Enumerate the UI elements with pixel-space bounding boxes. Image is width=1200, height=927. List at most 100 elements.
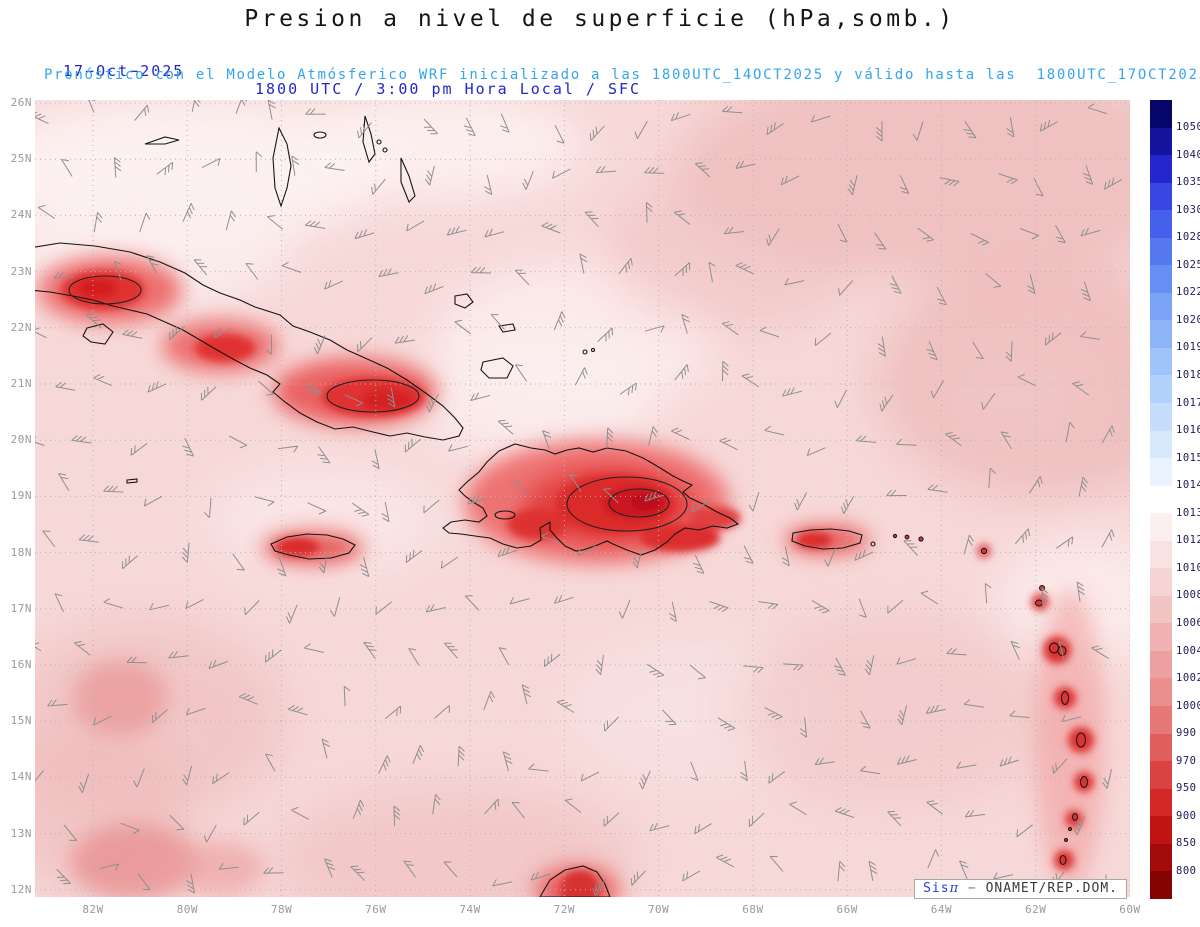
turks-island	[590, 347, 596, 353]
colorbar-segment	[1150, 127, 1172, 156]
exuma-cay	[376, 139, 382, 145]
long-island-coastline	[400, 157, 416, 203]
colorbar-tick-label: 1004	[1176, 644, 1200, 657]
colorbar-tick-label: 1018	[1176, 369, 1200, 382]
chart-title: Presion a nivel de superficie (hPa,somb.…	[244, 6, 956, 32]
lat-tick-label: 21N	[10, 377, 32, 390]
jamaica-coastline	[270, 533, 356, 560]
lat-tick-label: 23N	[10, 264, 32, 278]
colorbar-tick-label: 1017	[1176, 396, 1200, 409]
lat-tick-label: 18N	[10, 545, 32, 559]
forecast-date: 17−Oct−2025	[63, 62, 185, 80]
colorbar-tick-label: 800	[1176, 864, 1197, 877]
coastlines	[35, 115, 876, 897]
st-vincent-island	[1072, 813, 1078, 821]
lon-tick-label: 70W	[647, 903, 670, 916]
colorbar-segment	[1150, 706, 1172, 734]
colorbar-segment	[1150, 458, 1172, 486]
grenada-island	[1059, 855, 1067, 865]
attribution-box: Sisπ − ONAMET/REP.DOM.	[914, 879, 1127, 899]
lesser-antilles-islands	[892, 533, 1088, 865]
pressure-contour	[566, 476, 688, 532]
mayaguana-island	[498, 323, 516, 333]
colorbar-segment	[1150, 210, 1172, 238]
colorbar-segment	[1150, 816, 1172, 844]
lon-tick-label: 78W	[270, 903, 293, 916]
colorbar-segment	[1150, 513, 1172, 541]
lon-tick-label: 66W	[836, 903, 858, 916]
colorbar-segment	[1150, 788, 1172, 817]
colorbar-tick-label: 1040	[1176, 148, 1200, 161]
colorbar-tick-label: 1035	[1176, 176, 1200, 189]
pressure-contour	[608, 488, 670, 518]
lat-tick-label: 17N	[10, 601, 32, 615]
pressure-contour	[326, 379, 420, 413]
isla-juventud-coastline	[82, 323, 114, 345]
lat-tick-label: 13N	[10, 826, 32, 840]
lat-tick-label: 12N	[10, 882, 32, 896]
colorbar-segment	[1150, 100, 1172, 128]
dominica-island	[1061, 691, 1069, 705]
colorbar-tick-label: 1013	[1176, 506, 1200, 519]
grenadines-island	[1064, 838, 1068, 842]
colorbar-segment	[1150, 540, 1172, 569]
colorbar-tick-label: 950	[1176, 782, 1197, 795]
lon-tick-label: 82W	[82, 903, 104, 916]
map-area: Sisπ − ONAMET/REP.DOM.	[35, 100, 1130, 899]
colorbar-segment	[1150, 375, 1172, 404]
lon-tick-label: 62W	[1025, 903, 1047, 916]
new-providence	[313, 131, 327, 139]
lat-tick-label: 15N	[10, 714, 32, 728]
colorbar-tick-label: 1028	[1176, 231, 1200, 244]
st-lucia-island	[1080, 776, 1088, 788]
lat-tick-label: 16N	[10, 658, 32, 671]
andros-coastline	[272, 126, 292, 208]
colorbar-segment	[1150, 403, 1172, 431]
colorbar-segment	[1150, 678, 1172, 707]
vieques-island	[870, 541, 876, 547]
colorbar-segment	[1150, 485, 1172, 514]
colorbar-segment	[1150, 347, 1172, 376]
lat-tick-label: 24N	[10, 208, 32, 222]
pressure-contour	[68, 275, 142, 305]
antigua-island	[1035, 599, 1043, 607]
lon-tick-label: 80W	[176, 903, 198, 916]
lon-tick-label: 76W	[365, 903, 387, 916]
colorbar-tick-label: 1006	[1176, 616, 1200, 629]
lat-tick-label: 25N	[10, 152, 32, 166]
colorbar-tick-label: 1016	[1176, 424, 1200, 437]
colorbar-segment	[1150, 237, 1172, 266]
lat-tick-label: 26N	[10, 96, 32, 109]
crooked-island	[454, 293, 474, 309]
lon-tick-label: 72W	[553, 903, 576, 916]
lon-tick-label: 74W	[459, 903, 481, 916]
pi-symbol: π	[949, 881, 960, 896]
colorbar-segment	[1150, 265, 1172, 293]
colorbar-tick-label: 1008	[1176, 589, 1200, 602]
colorbar-segment	[1150, 320, 1172, 348]
colorbar-segment	[1150, 182, 1172, 211]
florida-keys	[144, 136, 180, 145]
colorbar-segment	[1150, 568, 1172, 596]
virgin-island	[918, 536, 924, 542]
pressure-map	[35, 100, 1130, 897]
colorbar-tick-label: 1020	[1176, 313, 1200, 326]
colorbar-tick-label: 1030	[1176, 203, 1200, 216]
attribution-separator: −	[959, 881, 986, 896]
colorbar-tick-label: 1025	[1176, 258, 1200, 271]
lat-tick-label: 20N	[10, 433, 32, 447]
virgin-island	[904, 534, 910, 540]
colorbar-tick-label: 1019	[1176, 341, 1200, 354]
attribution-org: ONAMET/REP.DOM.	[985, 881, 1118, 896]
gonave-island	[494, 510, 516, 520]
colorbar-tick-label: 1000	[1176, 699, 1200, 712]
guajira-coastline	[539, 865, 611, 897]
lon-tick-label: 60W	[1119, 903, 1141, 916]
colorbar-tick-label: 1010	[1176, 561, 1200, 574]
colorbar-tick-label: 1022	[1176, 286, 1200, 299]
st-martin-island	[980, 547, 988, 555]
great-inagua	[480, 357, 514, 379]
colorbar-tick-label: 970	[1176, 754, 1197, 767]
colorbar-segment	[1150, 733, 1172, 762]
